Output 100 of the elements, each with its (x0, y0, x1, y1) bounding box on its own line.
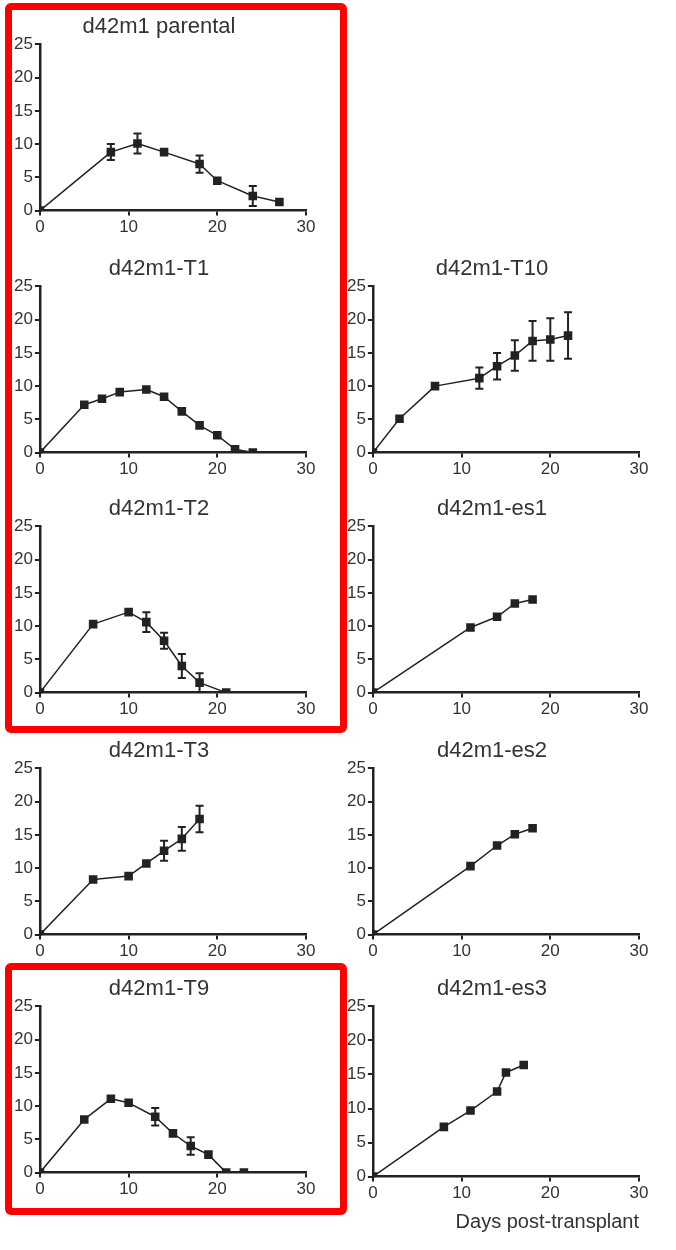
x-tick-label: 20 (207, 459, 227, 479)
y-tick-label: 15 (13, 1062, 33, 1082)
point (492, 1087, 502, 1096)
x-tick-label: 30 (296, 699, 316, 719)
y-tick-label: 15 (346, 582, 366, 602)
y-tick-label: 0 (356, 442, 366, 462)
point (528, 823, 537, 833)
point (97, 394, 107, 404)
x-tick-label: 10 (452, 699, 472, 719)
y-tick-label: 25 (13, 758, 33, 778)
y-tick-label: 10 (13, 615, 33, 635)
y-tick-label: 5 (356, 1132, 366, 1152)
y-tick-label: 20 (346, 549, 366, 569)
point (439, 1122, 449, 1132)
y-tick-label: 20 (13, 549, 33, 569)
y-tick-label: 15 (346, 342, 366, 362)
point (204, 1150, 213, 1159)
y-tick-label: 20 (13, 67, 33, 87)
point (466, 623, 475, 632)
x-axis-title: Days post-transplant (455, 1209, 640, 1232)
x-tick-label: 20 (207, 699, 227, 719)
chart-title: d42m1 parental (82, 13, 236, 39)
point (159, 392, 169, 402)
x-tick-label: 20 (540, 1183, 560, 1203)
point (79, 1115, 89, 1124)
point (275, 197, 284, 207)
point (106, 1094, 116, 1104)
y-tick-label: 5 (356, 649, 366, 669)
y-tick-label: 0 (356, 924, 366, 944)
y-tick-label: 10 (346, 1098, 366, 1118)
y-tick-label: 0 (23, 200, 33, 220)
y-tick-label: 20 (346, 1030, 366, 1050)
y-tick-label: 0 (23, 442, 33, 462)
point (213, 176, 222, 185)
point (79, 400, 89, 410)
chart-title: d42m1-es1 (436, 495, 548, 521)
point (195, 421, 204, 430)
y-tick-label: 10 (346, 375, 366, 395)
chart-title: d42m1-T9 (108, 975, 210, 1001)
x-tick-label: 10 (452, 941, 472, 961)
y-tick-label: 0 (356, 1166, 366, 1186)
x-tick-label: 20 (540, 941, 560, 961)
x-tick-label: 30 (629, 459, 649, 479)
x-tick-label: 10 (119, 941, 139, 961)
x-tick-label: 30 (296, 1179, 316, 1199)
x-tick-label: 10 (452, 1183, 472, 1203)
y-tick-label: 5 (23, 649, 33, 669)
y-tick-label: 20 (346, 791, 366, 811)
point (142, 859, 151, 868)
point (168, 1129, 178, 1138)
y-tick-label: 10 (346, 857, 366, 877)
x-tick-label: 20 (540, 459, 560, 479)
y-tick-label: 5 (356, 891, 366, 911)
y-tick-label: 10 (13, 857, 33, 877)
y-tick-label: 10 (13, 133, 33, 153)
y-tick-label: 10 (13, 375, 33, 395)
x-tick-label: 30 (296, 217, 316, 237)
point (430, 381, 440, 391)
x-tick-label: 20 (207, 941, 227, 961)
y-tick-label: 20 (13, 1029, 33, 1049)
x-tick-label: 30 (296, 459, 316, 479)
y-tick-label: 25 (13, 34, 33, 54)
y-tick-label: 20 (13, 791, 33, 811)
point (492, 612, 502, 622)
point (519, 1060, 528, 1070)
point (466, 861, 475, 871)
point (492, 841, 502, 850)
y-tick-label: 25 (346, 276, 366, 296)
point (88, 875, 98, 884)
point (115, 387, 125, 397)
y-tick-label: 5 (23, 409, 33, 429)
y-tick-label: 20 (346, 309, 366, 329)
y-tick-label: 15 (346, 824, 366, 844)
y-tick-label: 25 (346, 516, 366, 536)
y-tick-label: 0 (23, 682, 33, 702)
y-tick-label: 15 (346, 1064, 366, 1084)
y-tick-label: 5 (23, 167, 33, 187)
y-tick-label: 20 (13, 309, 33, 329)
x-tick-label: 30 (629, 941, 649, 961)
point (213, 431, 222, 440)
y-tick-label: 0 (356, 682, 366, 702)
x-tick-label: 20 (207, 217, 227, 237)
x-tick-label: 30 (629, 699, 649, 719)
y-tick-label: 25 (13, 996, 33, 1016)
chart-title: d42m1-T1 (108, 255, 210, 281)
point (501, 1068, 511, 1077)
x-tick-label: 30 (296, 941, 316, 961)
x-tick-label: 10 (119, 1179, 139, 1199)
point (142, 385, 151, 394)
y-tick-label: 15 (13, 100, 33, 120)
y-tick-label: 25 (13, 516, 33, 536)
point (124, 871, 133, 881)
x-tick-label: 20 (540, 699, 560, 719)
y-tick-label: 25 (346, 758, 366, 778)
chart-title: d42m1-T10 (435, 255, 549, 281)
chart-title: d42m1-T2 (108, 495, 210, 521)
point (159, 147, 169, 157)
y-tick-label: 0 (23, 1162, 33, 1182)
x-tick-label: 10 (119, 217, 139, 237)
point (528, 595, 537, 604)
